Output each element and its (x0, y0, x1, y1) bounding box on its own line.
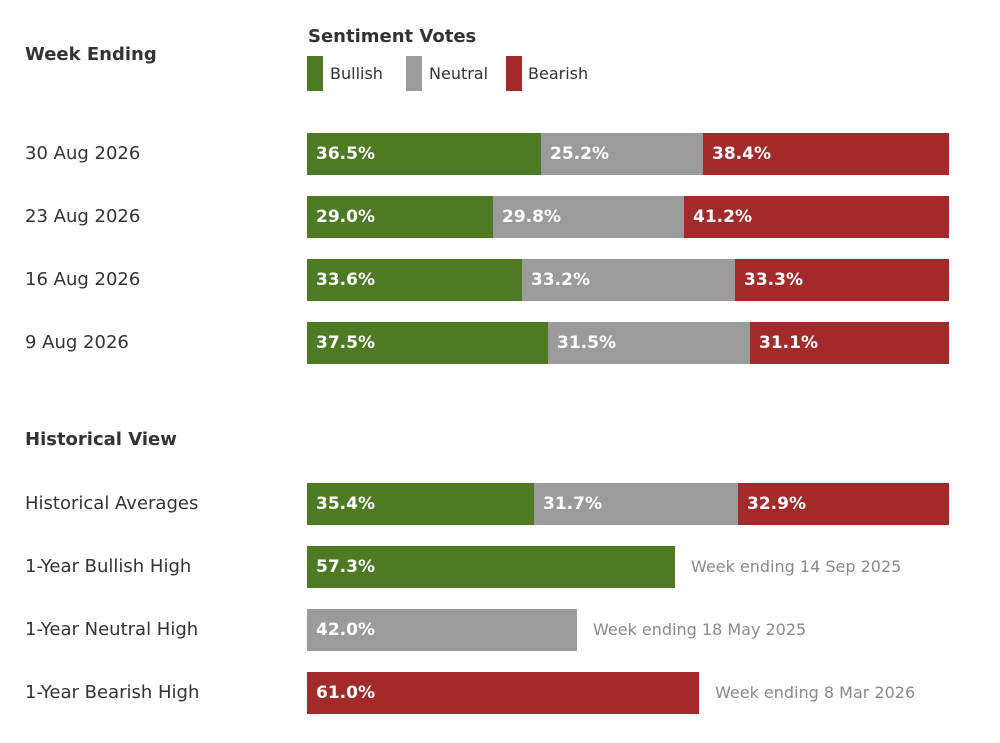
row-label: 9 Aug 2026 (25, 332, 129, 353)
bar-segment-bullish (307, 259, 522, 301)
high-bar-bearish: 61.0% (307, 672, 699, 714)
row-label: Historical Averages (25, 493, 199, 514)
bar-segment-bullish (307, 133, 541, 175)
legend-label-bullish: Bullish (330, 64, 383, 83)
bar-segment-neutral (548, 322, 750, 364)
stacked-bar: 37.5% 31.5% 31.1% (307, 322, 949, 364)
bar-value-label: 31.5% (557, 333, 616, 353)
bar-segment-bearish (750, 322, 949, 364)
bar-segment-neutral (493, 196, 684, 238)
high-week-note: Week ending 14 Sep 2025 (691, 557, 902, 576)
bar-value-label: 31.7% (543, 494, 602, 514)
bar-value-label: 32.9% (747, 494, 806, 514)
bar-value-label: 35.4% (316, 494, 375, 514)
week-ending-header: Week Ending (25, 44, 157, 65)
bar-segment-neutral (534, 483, 738, 525)
row-label: 23 Aug 2026 (25, 206, 141, 227)
high-week-note: Week ending 8 Mar 2026 (715, 683, 916, 702)
legend-swatch-bullish (307, 56, 323, 91)
bar-value-label: 57.3% (316, 557, 375, 577)
high-bar-bullish: 57.3% (307, 546, 675, 588)
bar-value-label: 41.2% (693, 207, 752, 227)
bar-segment-bearish (735, 259, 949, 301)
row-label: 1-Year Neutral High (25, 619, 199, 640)
bar-segment-bullish (307, 483, 534, 525)
bar-value-label: 33.3% (744, 270, 803, 290)
row-label: 1-Year Bearish High (25, 682, 200, 703)
stacked-bar: 29.0% 29.8% 41.2% (307, 196, 949, 238)
bar-value-label: 38.4% (712, 144, 771, 164)
bar-segment-neutral (522, 259, 735, 301)
bar-value-label: 29.8% (502, 207, 561, 227)
bar-value-label: 42.0% (316, 620, 375, 640)
historical-view-header: Historical View (25, 429, 177, 450)
bar-value-label: 25.2% (550, 144, 609, 164)
legend-label-bearish: Bearish (528, 64, 589, 83)
row-label: 1-Year Bullish High (25, 556, 192, 577)
bar-segment-bearish (738, 483, 949, 525)
bar-value-label: 33.2% (531, 270, 590, 290)
bar-value-label: 36.5% (316, 144, 375, 164)
stacked-bar: 33.6% 33.2% 33.3% (307, 259, 949, 301)
sentiment-votes-header: Sentiment Votes (308, 26, 477, 47)
bar-value-label: 37.5% (316, 333, 375, 353)
bar-segment-bearish (703, 133, 949, 175)
row-label: 16 Aug 2026 (25, 269, 141, 290)
legend-swatch-neutral (406, 56, 422, 91)
bar-value-label: 61.0% (316, 683, 375, 703)
high-bar-neutral: 42.0% (307, 609, 577, 651)
stacked-bar: 36.5% 25.2% 38.4% (307, 133, 949, 175)
bar-value-label: 29.0% (316, 207, 375, 227)
legend-swatch-bearish (506, 56, 522, 91)
row-label: 30 Aug 2026 (25, 143, 141, 164)
bar-segment-neutral (541, 133, 703, 175)
stacked-bar: 35.4% 31.7% 32.9% (307, 483, 949, 525)
high-week-note: Week ending 18 May 2025 (593, 620, 807, 639)
bar-value-label: 33.6% (316, 270, 375, 290)
legend-label-neutral: Neutral (429, 64, 489, 83)
legend: Bullish Neutral Bearish (307, 56, 707, 91)
bar-segment-bullish (307, 322, 548, 364)
bar-segment-bearish (684, 196, 949, 238)
bar-value-label: 31.1% (759, 333, 818, 353)
bar-segment-bullish (307, 196, 493, 238)
